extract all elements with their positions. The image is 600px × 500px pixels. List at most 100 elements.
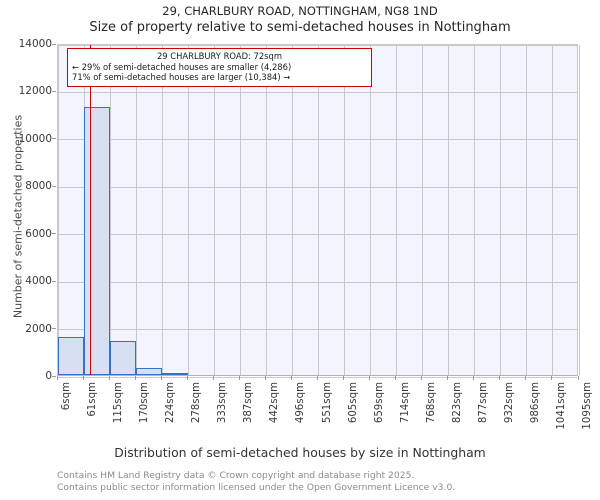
- x-axis-tick-label: 6sqm: [61, 382, 72, 411]
- y-axis-tick-mark: [52, 90, 56, 92]
- y-axis-tick-mark: [52, 138, 56, 140]
- plot-area: [57, 44, 580, 378]
- gridline-vertical: [291, 45, 293, 375]
- x-axis-tick-mark: [134, 376, 136, 380]
- annotation-line-2: ← 29% of semi-detached houses are smalle…: [72, 61, 292, 72]
- x-axis-tick-mark: [473, 376, 475, 380]
- x-axis-tick-label: 1041sqm: [555, 382, 567, 430]
- x-axis-tick-label: 986sqm: [529, 382, 541, 424]
- gridline-vertical: [239, 45, 241, 375]
- property-marker-line: [89, 45, 92, 375]
- x-axis-tick-label: 61sqm: [87, 382, 99, 417]
- y-axis-tick-label: 12000: [18, 85, 52, 98]
- gridline-vertical: [474, 45, 476, 375]
- gridline-horizontal: [58, 281, 577, 283]
- gridline-vertical: [578, 45, 580, 375]
- x-axis-tick-label: 333sqm: [217, 382, 229, 424]
- gridline-horizontal: [58, 44, 577, 46]
- y-axis-tick-label: 4000: [25, 275, 52, 288]
- x-axis-tick-label: 278sqm: [191, 382, 203, 424]
- histogram-bar: [162, 373, 189, 375]
- y-axis-tick-label: 14000: [18, 38, 52, 50]
- y-axis-tick-mark: [52, 280, 56, 282]
- y-axis-tick-mark: [52, 185, 56, 187]
- gridline-vertical: [552, 45, 554, 375]
- gridline-vertical: [109, 45, 111, 375]
- gridline-vertical: [448, 45, 450, 375]
- x-axis-tick-label: 1095sqm: [582, 382, 593, 430]
- x-axis-tick-label: 768sqm: [425, 382, 437, 424]
- x-axis-tick-label: 714sqm: [399, 382, 411, 424]
- gridline-horizontal: [58, 234, 577, 236]
- x-axis-tick-mark: [186, 376, 188, 380]
- gridline-vertical: [370, 45, 372, 375]
- x-axis-tick-mark: [212, 376, 214, 380]
- gridline-horizontal: [58, 91, 577, 93]
- annotation-box: 29 CHARLBURY ROAD: 72sqm ← 29% of semi-d…: [67, 48, 372, 87]
- gridline-vertical: [57, 45, 59, 375]
- x-axis-tick-mark: [317, 376, 318, 380]
- footer-line-1: Contains HM Land Registry data © Crown c…: [57, 470, 415, 481]
- x-axis-tick-label: 115sqm: [113, 382, 125, 424]
- annotation-line-1: 29 CHARLBURY ROAD: 72sqm: [156, 51, 283, 61]
- page-title: 29, CHARLBURY ROAD, NOTTINGHAM, NG8 1ND: [162, 4, 438, 18]
- y-axis-tick-mark: [52, 233, 56, 235]
- gridline-horizontal: [58, 329, 577, 331]
- y-axis-label: Number of semi-detached properties: [11, 114, 25, 319]
- x-axis-tick-label: 823sqm: [451, 382, 463, 424]
- gridline-horizontal: [58, 139, 577, 141]
- x-axis-tick-mark: [525, 376, 527, 380]
- gridline-vertical: [213, 45, 215, 375]
- x-axis-tick-mark: [447, 376, 449, 380]
- x-axis-tick-label: 605sqm: [347, 382, 359, 424]
- x-axis-tick-label: 659sqm: [373, 382, 385, 424]
- x-axis-tick-mark: [82, 376, 84, 380]
- footer-attribution: Contains HM Land Registry data © Crown c…: [57, 470, 587, 493]
- x-axis-tick-label: 551sqm: [321, 382, 333, 424]
- histogram-bars: [58, 45, 577, 375]
- grid-lines: [57, 44, 580, 378]
- x-axis-tick-mark: [577, 376, 579, 380]
- x-axis-tick-mark: [238, 376, 240, 380]
- x-axis-tick-mark: [551, 376, 553, 380]
- y-axis-tick-label: 6000: [25, 227, 52, 240]
- chart-subtitle: Size of property relative to semi-detach…: [89, 20, 511, 35]
- x-axis-tick-mark: [395, 376, 397, 380]
- gridline-vertical: [526, 45, 528, 375]
- x-axis-tick-mark: [56, 376, 58, 380]
- x-axis-tick-mark: [369, 376, 371, 380]
- x-axis-tick-mark: [290, 376, 292, 380]
- x-axis-tick-mark: [343, 376, 345, 380]
- gridline-vertical: [265, 45, 267, 375]
- x-axis-tick-mark: [421, 376, 423, 380]
- gridline-vertical: [161, 45, 163, 375]
- x-axis-tick-label: 224sqm: [165, 382, 177, 424]
- x-axis-tick-label: 387sqm: [243, 382, 255, 424]
- x-axis-tick-mark: [264, 376, 266, 380]
- y-axis-tick-label: 2000: [25, 322, 52, 335]
- y-axis-tick-mark: [52, 43, 56, 45]
- x-axis-tick-label: 496sqm: [295, 382, 307, 424]
- y-axis-tick-label: 0: [45, 370, 52, 382]
- y-axis-tick-mark: [52, 328, 56, 330]
- histogram-bar: [110, 341, 137, 375]
- x-axis-label: Distribution of semi-detached houses by …: [114, 445, 486, 460]
- x-axis-tick-label: 877sqm: [477, 382, 489, 424]
- gridline-vertical: [344, 45, 346, 375]
- x-axis-tick-label: 932sqm: [503, 382, 515, 424]
- gridline-vertical: [135, 45, 137, 375]
- gridline-vertical: [500, 45, 502, 375]
- y-axis-tick-mark: [52, 375, 56, 377]
- histogram-bar: [58, 337, 85, 375]
- footer-line-2: Contains public sector information licen…: [57, 481, 456, 493]
- x-axis-tick-mark: [499, 376, 501, 380]
- histogram-bar: [84, 107, 111, 375]
- annotation-line-3: 71% of semi-detached houses are larger (…: [72, 72, 291, 83]
- x-axis-tick-label: 442sqm: [269, 382, 281, 424]
- gridline-horizontal: [58, 186, 577, 188]
- histogram-bar: [136, 367, 163, 375]
- y-axis-tick-label: 10000: [18, 132, 52, 145]
- x-axis-tick-mark: [108, 376, 110, 380]
- gridline-vertical: [422, 45, 424, 375]
